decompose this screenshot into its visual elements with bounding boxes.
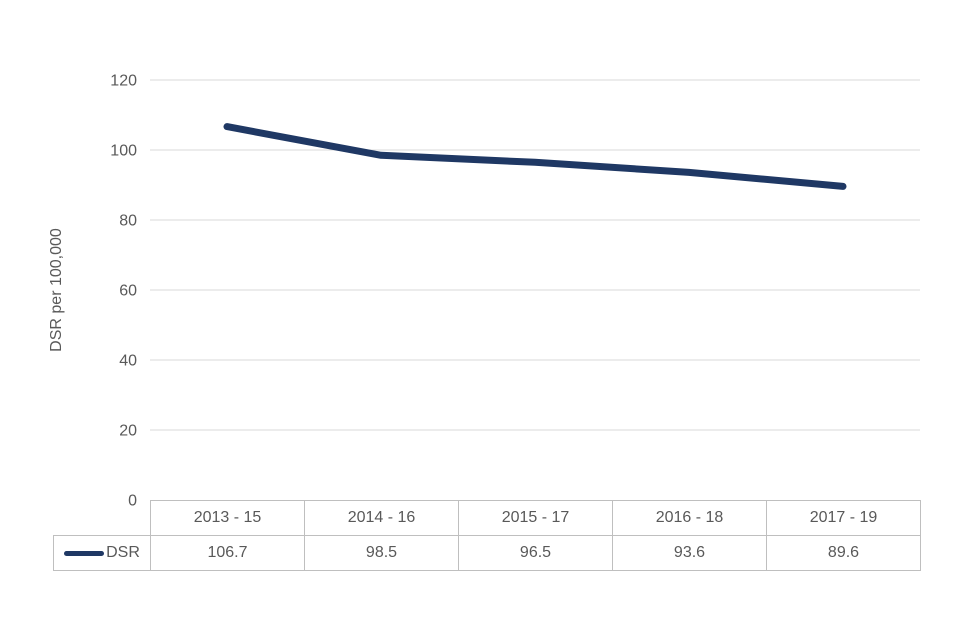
table-header-row: 2013 - 15 2014 - 16 2015 - 17 2016 - 18 … xyxy=(54,500,921,536)
y-tick-label: 120 xyxy=(110,73,137,90)
line-chart-plot: 0 20 40 60 80 100 120 xyxy=(110,73,920,510)
table-value-cell: 98.5 xyxy=(304,535,459,571)
legend-cell: DSR xyxy=(53,535,151,571)
table-corner-spacer xyxy=(54,501,151,536)
table-header-cell: 2017 - 19 xyxy=(766,500,921,536)
y-tick-label: 0 xyxy=(128,493,137,510)
table-value-cell: 96.5 xyxy=(458,535,613,571)
table-header-cell: 2014 - 16 xyxy=(304,500,459,536)
y-tick-label: 20 xyxy=(119,423,137,440)
y-tick-label: 80 xyxy=(119,213,137,230)
table-value-cell: 106.7 xyxy=(150,535,305,571)
table-header-cell: 2016 - 18 xyxy=(612,500,767,536)
table-value-cell: 89.6 xyxy=(766,535,921,571)
y-tick-label: 40 xyxy=(119,353,137,370)
legend-series-label: DSR xyxy=(106,544,140,561)
series-line-dsr xyxy=(223,123,847,190)
chart-data-table: 2013 - 15 2014 - 16 2015 - 17 2016 - 18 … xyxy=(53,500,921,571)
table-header-cell: 2013 - 15 xyxy=(150,500,305,536)
table-value-cell: 93.6 xyxy=(612,535,767,571)
y-tick-label: 100 xyxy=(110,143,137,160)
legend-line-swatch xyxy=(64,550,105,556)
table-header-cell: 2015 - 17 xyxy=(458,500,613,536)
table-series-row: DSR 106.7 98.5 96.5 93.6 89.6 xyxy=(53,535,921,571)
y-tick-label: 60 xyxy=(119,283,137,300)
